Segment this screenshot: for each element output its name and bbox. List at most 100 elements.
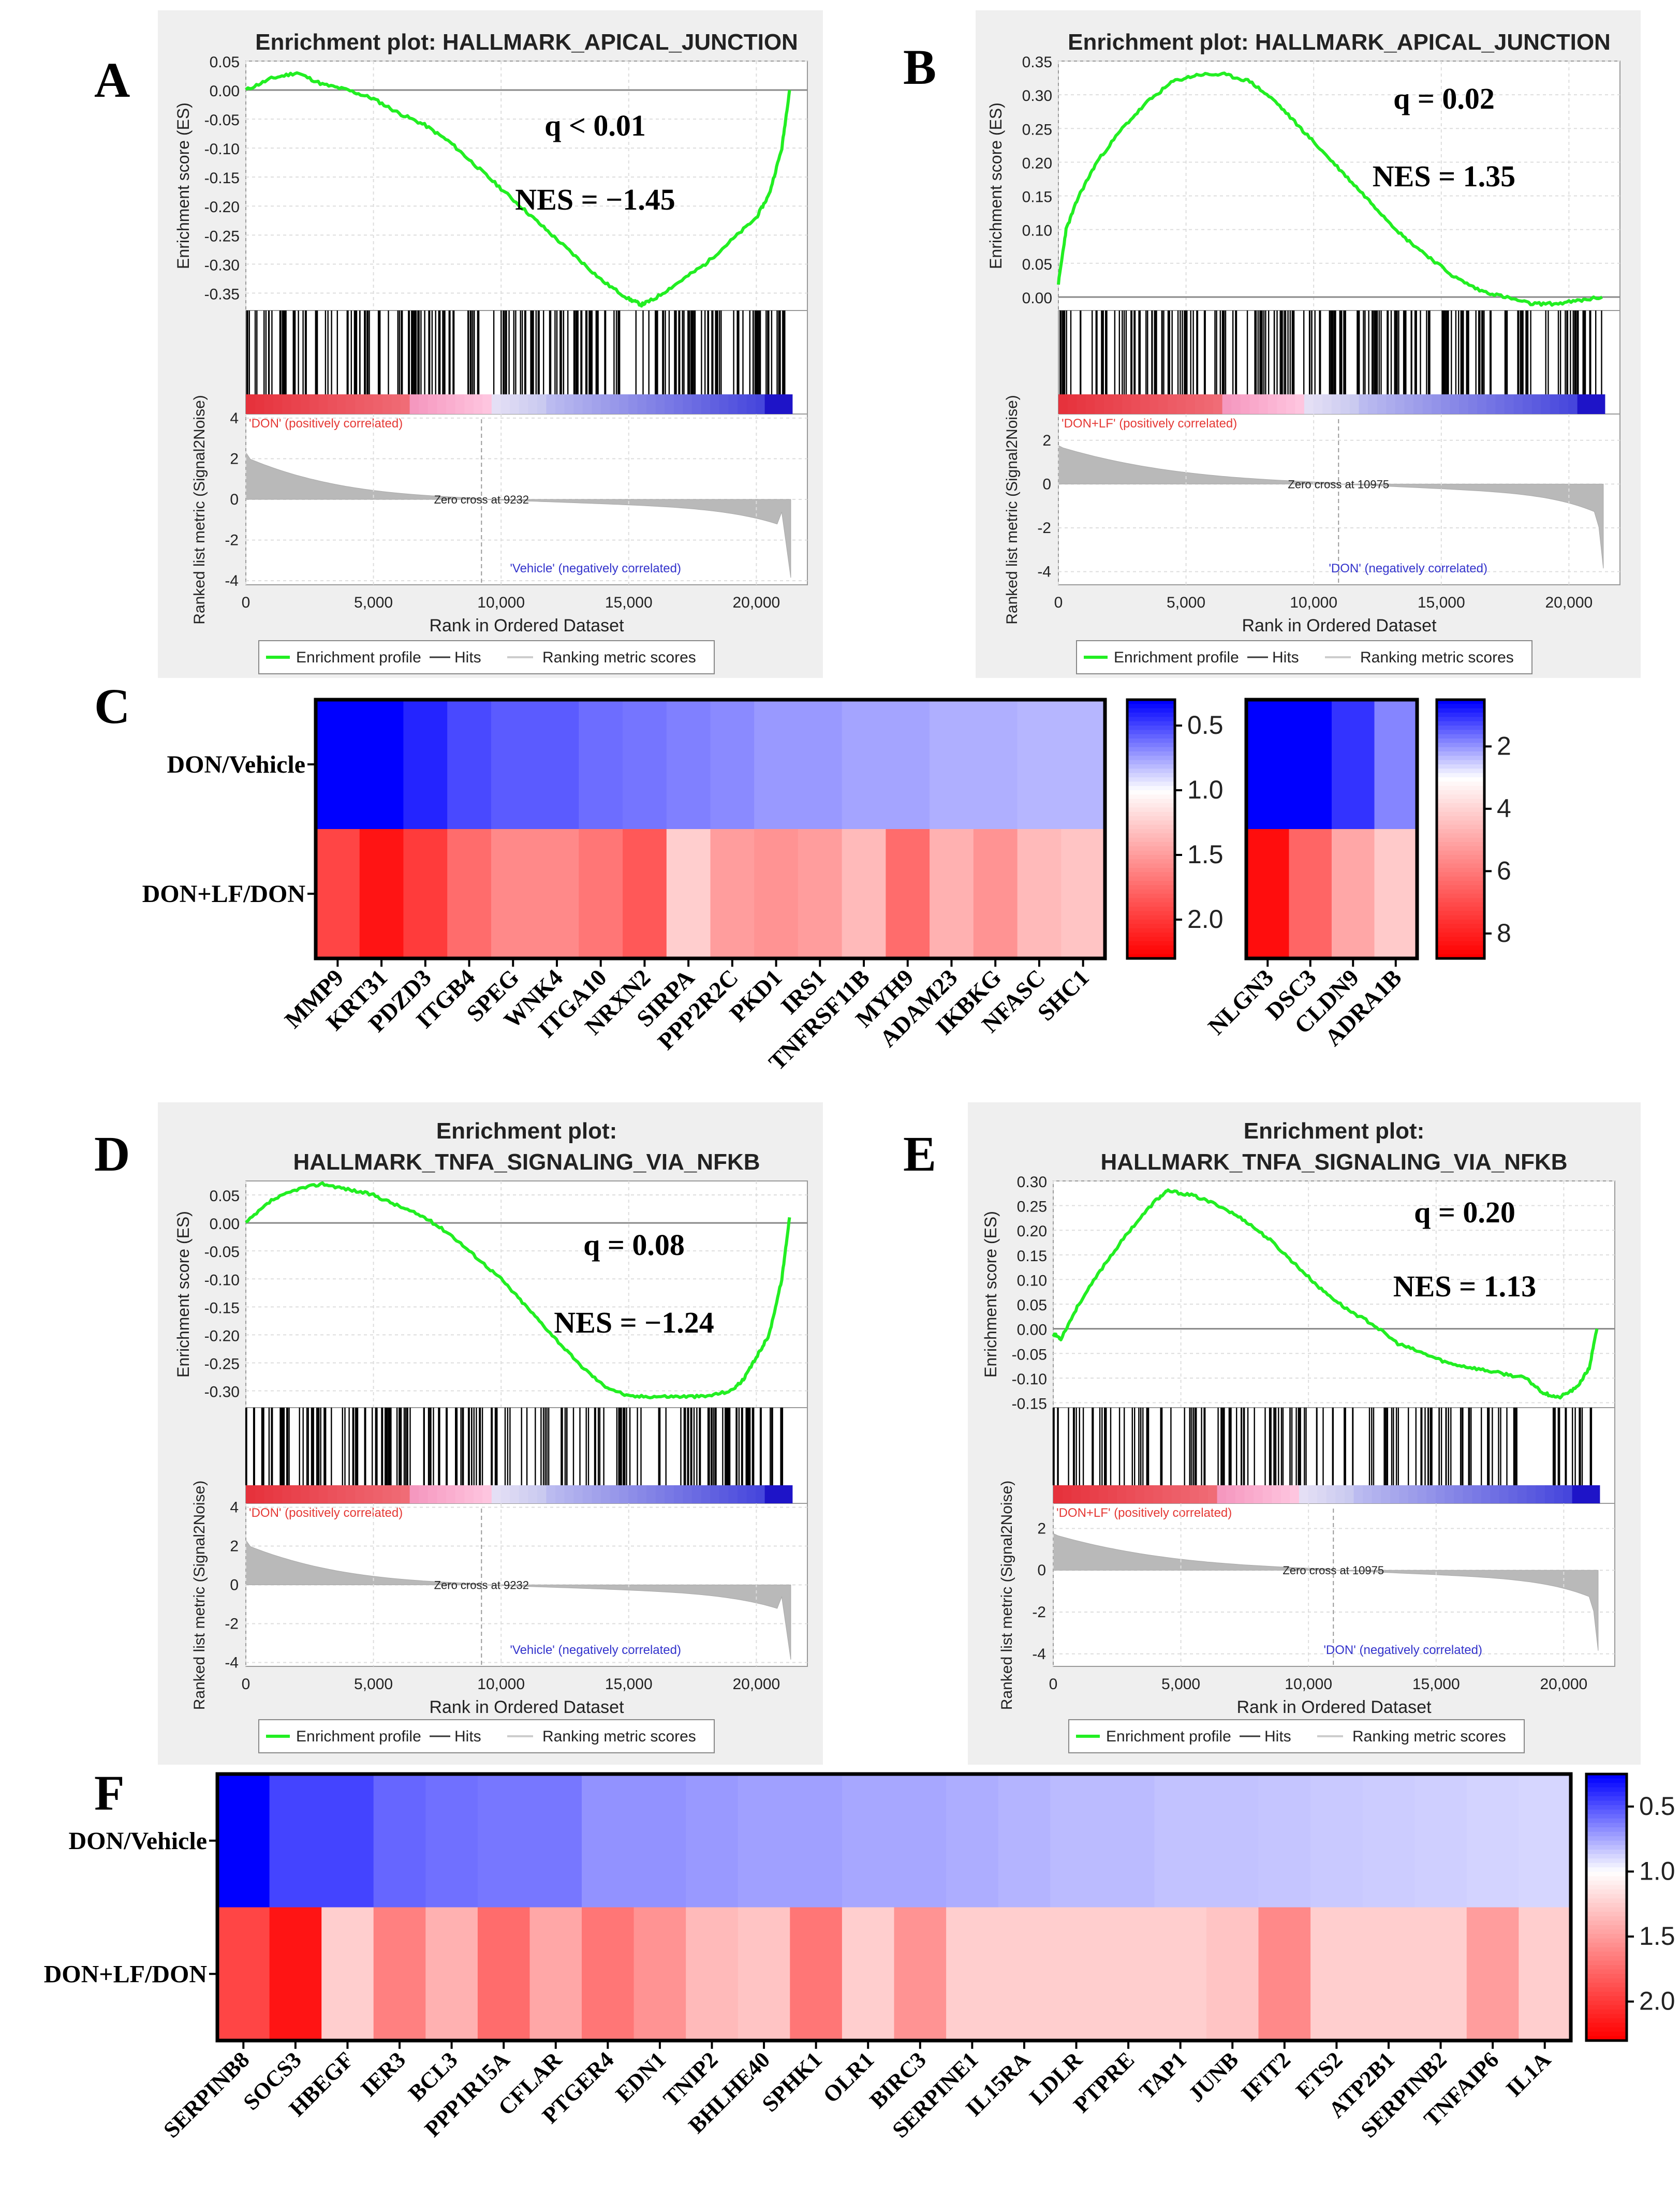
x-tick-label: 0 xyxy=(242,594,250,611)
heatmap-c2-colorbar-segment xyxy=(1437,954,1484,959)
rank-bar-segment xyxy=(310,394,319,414)
es-ytick-label: 0.30 xyxy=(1017,1174,1047,1191)
gsea-panel-e: Enrichment plot: HALLMARK_TNFA_SIGNALING_… xyxy=(968,1102,1641,1765)
heatmap-c1-colorbar-segment xyxy=(1127,794,1175,800)
es-ytick-label: 0.00 xyxy=(210,1216,240,1233)
heatmap-f-cell xyxy=(790,1774,843,1908)
heatmap-c2-colorbar-segment xyxy=(1437,769,1484,774)
es-ytick-label: 0.05 xyxy=(210,1188,240,1205)
gsea-panel-a: Enrichment plot: HALLMARK_APICAL_JUNCTIO… xyxy=(158,10,823,678)
rank-bar-segment xyxy=(446,394,456,414)
heatmap-c2-colorbar-segment xyxy=(1437,820,1484,825)
rank-bar-segment xyxy=(528,1485,538,1503)
rank-bar-segment xyxy=(1372,1485,1382,1503)
heatmap-c2-colorbar-segment xyxy=(1437,708,1484,713)
heatmap-c2-colorbar-segment xyxy=(1437,868,1484,873)
heatmap-f-cell xyxy=(686,1907,739,2041)
heatmap-c2-cell xyxy=(1289,700,1332,830)
rank-bar-segment xyxy=(1122,394,1132,414)
heatmap-c2-colorbar-segment xyxy=(1437,713,1484,718)
heatmap-c2-colorbar-segment xyxy=(1437,898,1484,903)
rank-bar-segment xyxy=(464,394,474,414)
heatmap-f-colorbar-segment xyxy=(1586,1929,1627,1934)
heatmap-c1-cell xyxy=(710,829,755,959)
enrichment-profile-line xyxy=(245,1181,791,1399)
heatmap-f-cell xyxy=(477,1907,530,2041)
rank-bar-segment xyxy=(1541,394,1551,414)
heatmap-c2-colorbar-segment xyxy=(1437,915,1484,920)
metric-ytick-label: -4 xyxy=(1037,564,1051,581)
heatmap-c1-cell xyxy=(710,700,755,830)
heatmap-f-colorbar-segment xyxy=(1586,1947,1627,1953)
heatmap-c1-cell xyxy=(535,700,580,830)
positive-correlation-label: 'DON+LF' (positively correlated) xyxy=(1056,1506,1232,1520)
heatmap-c1-cell xyxy=(491,829,536,959)
panel-letter-a: A xyxy=(94,52,130,108)
x-tick-label: 10,000 xyxy=(477,1676,525,1693)
rank-bar-segment xyxy=(783,1485,793,1503)
x-tick-label: 5,000 xyxy=(354,1676,393,1693)
heatmap-f-cell xyxy=(1050,1907,1103,2041)
x-axis-label: Rank in Ordered Dataset xyxy=(429,616,624,636)
heatmap-c2-cell xyxy=(1246,829,1290,959)
heatmap-c1-colorbar-segment xyxy=(1127,751,1175,757)
hits-group xyxy=(1059,311,1602,394)
panel-letter-e: E xyxy=(903,1126,936,1181)
rank-bar-segment xyxy=(683,1485,692,1503)
heatmap-f-colorbar-segment xyxy=(1586,1938,1627,1944)
heatmap-c2-colorbar-segment xyxy=(1437,743,1484,748)
heatmap-c1-colorbar-segment xyxy=(1127,894,1175,899)
heatmap-f-colorbar-segment xyxy=(1586,1823,1627,1828)
es-ylabel: Enrichment score (ES) xyxy=(986,102,1005,269)
heatmap-c2-colorbar-segment xyxy=(1437,837,1484,843)
heatmap-c2-colorbar-segment xyxy=(1437,855,1484,860)
heatmap-f-colorbar-label: 1.5 xyxy=(1639,1922,1675,1950)
heatmap-f-cell xyxy=(1466,1774,1520,1908)
es-ylabel: Enrichment score (ES) xyxy=(981,1211,1000,1378)
heatmap-c1-cell xyxy=(1017,829,1062,959)
x-axis-label: Rank in Ordered Dataset xyxy=(429,1697,624,1717)
rank-bar-segment xyxy=(1586,394,1596,414)
heatmap-c2-colorbar-segment xyxy=(1437,799,1484,804)
heatmap-c1-colorbar-segment xyxy=(1127,829,1175,834)
rank-bar-segment xyxy=(491,1485,502,1503)
heatmap-f-colorbar-segment xyxy=(1586,1925,1627,1930)
plot-title-line1: Enrichment plot: xyxy=(436,1118,617,1144)
heatmap-f-colorbar-segment xyxy=(1586,1916,1627,1922)
rank-bar-segment xyxy=(1404,394,1414,414)
metric-ytick-label: -4 xyxy=(225,1654,239,1672)
heatmap-c1-cell xyxy=(623,829,667,959)
heatmap-c1-cell xyxy=(973,829,1018,959)
heatmap-c1-colorbar-segment xyxy=(1127,717,1175,722)
positive-correlation-label: 'DON+LF' (positively correlated) xyxy=(1062,417,1237,431)
heatmap-f-cell xyxy=(894,1774,947,1908)
heatmap-f-colorbar-segment xyxy=(1586,1952,1627,1957)
heatmap-c1-colorbar-segment xyxy=(1127,760,1175,765)
heatmap-f-colorbar-segment xyxy=(1586,1863,1627,1868)
heatmap-f-colorbar-segment xyxy=(1586,1991,1627,1997)
rank-bar-segment xyxy=(546,394,556,414)
heatmap-f-cell xyxy=(633,1774,686,1908)
rank-bar-segment xyxy=(500,394,511,414)
rank-bar-segment xyxy=(1062,1485,1072,1503)
heatmap-f-colorbar-segment xyxy=(1586,1854,1627,1859)
rank-bar-segment xyxy=(1490,1485,1500,1503)
rank-bar-segment xyxy=(310,1485,319,1503)
rank-bar-segment xyxy=(409,1485,420,1503)
rank-bar-segment xyxy=(373,1485,383,1503)
rank-bar-segment xyxy=(1067,394,1078,414)
heatmap-c2-colorbar-segment xyxy=(1437,902,1484,907)
rank-bar-segment xyxy=(1299,1485,1309,1503)
heatmap-f-colorbar-segment xyxy=(1586,1885,1627,1890)
heatmap-f-cell xyxy=(1154,1907,1207,2041)
heatmap-f-cell xyxy=(217,1907,270,2041)
metric-ytick-label: -2 xyxy=(1037,520,1051,537)
heatmap-f-colorbar-segment xyxy=(1586,1943,1627,1948)
rank-bar-segment xyxy=(300,1485,311,1503)
rank-bar-segment xyxy=(328,394,337,414)
heatmap-f-colorbar-segment xyxy=(1586,1809,1627,1815)
rank-bar-segment xyxy=(646,1485,656,1503)
heatmap-c1-row-label: DON+LF/DON xyxy=(142,880,306,908)
heatmap-f-gene-label: SPHK1 xyxy=(757,2047,827,2117)
